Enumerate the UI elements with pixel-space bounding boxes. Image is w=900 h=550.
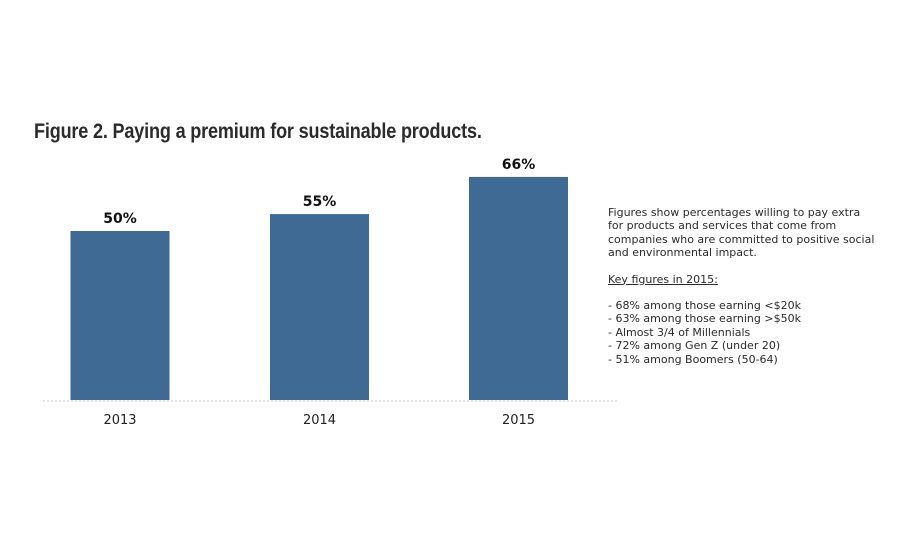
chart-title: Figure 2. Paying a premium for sustainab… xyxy=(34,120,482,143)
annotation-panel: Figures show percentages willing to pay … xyxy=(608,206,878,366)
key-figures-list: - 68% among those earning <$20k - 63% am… xyxy=(608,299,878,366)
key-figure-item: - Almost 3/4 of Millennials xyxy=(608,325,751,339)
key-figure-item: - 68% among those earning <$20k xyxy=(608,299,801,313)
key-figure-item: - 72% among Gen Z (under 20) xyxy=(608,339,781,353)
bar-2014 xyxy=(270,214,369,400)
key-figures-heading: Key figures in 2015: xyxy=(608,272,718,286)
key-figure-item: - 51% among Boomers (50-64) xyxy=(608,352,778,366)
data-label-2015: 66% xyxy=(502,157,536,173)
bar-2013 xyxy=(70,231,170,400)
data-label-2014: 55% xyxy=(303,194,337,210)
key-figure-item: - 63% among those earning >$50k xyxy=(608,312,801,326)
annotation-description: Figures show percentages willing to pay … xyxy=(608,206,875,260)
x-tick-label-2013: 2013 xyxy=(103,413,136,428)
x-tick-label-2015: 2015 xyxy=(502,413,535,428)
bar-2015 xyxy=(469,176,568,400)
x-tick-label-2014: 2014 xyxy=(303,413,336,428)
data-label-2013: 50% xyxy=(103,211,137,227)
